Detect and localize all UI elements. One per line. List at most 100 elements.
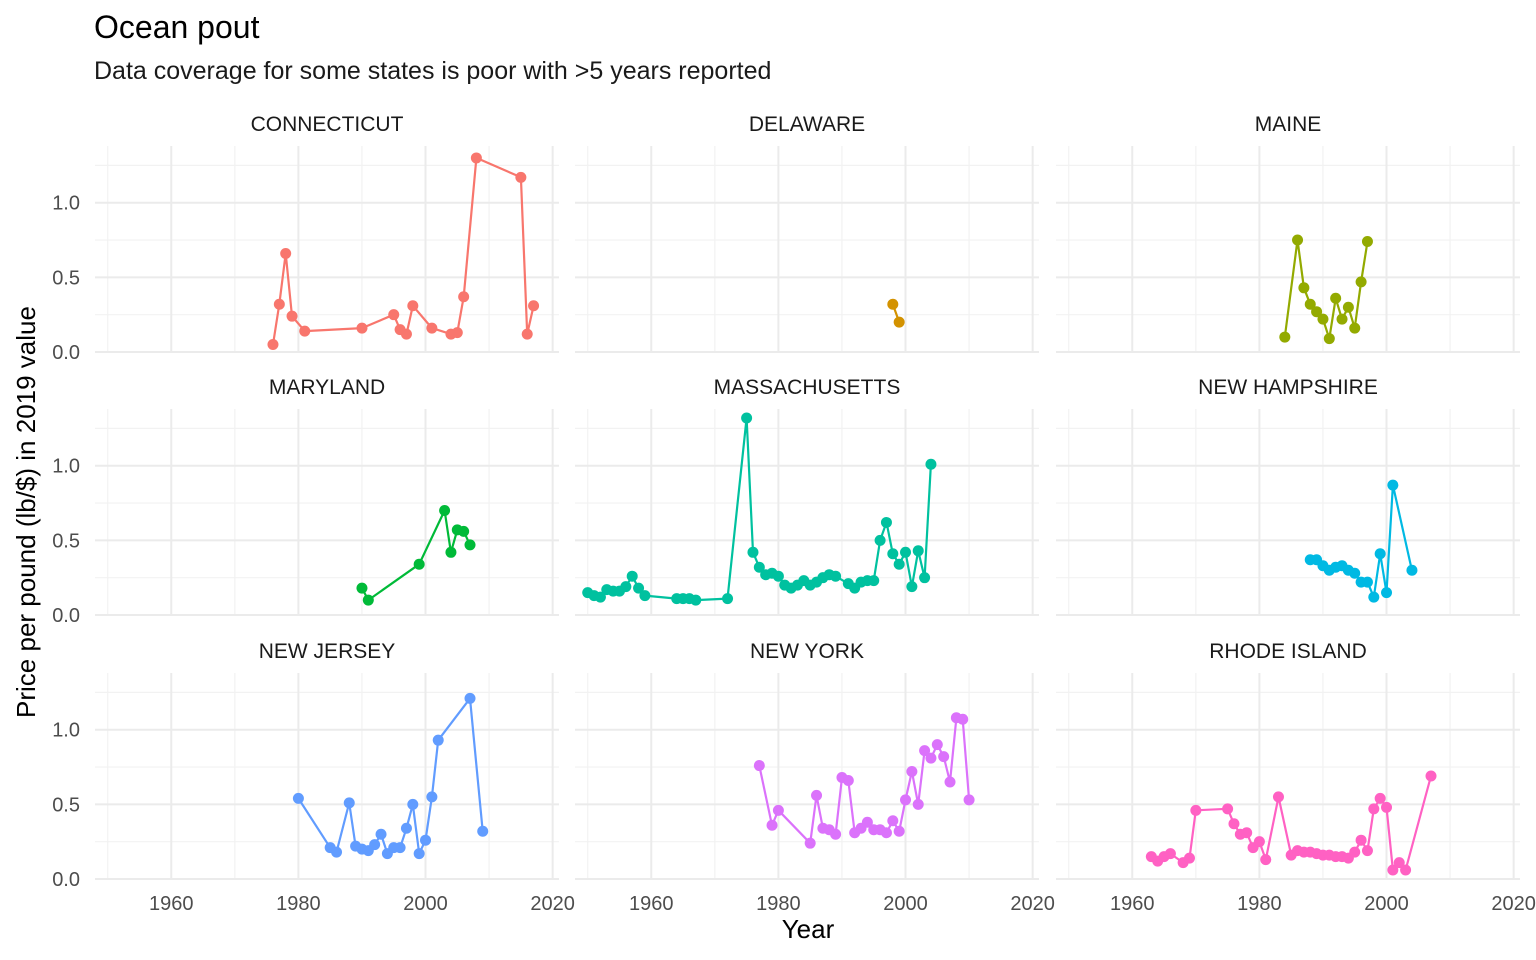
data-point (432, 734, 444, 746)
data-point (1349, 567, 1361, 579)
data-point (880, 516, 892, 528)
panel-massachusetts: MASSACHUSETTS (575, 376, 1039, 616)
x-tick-label: 1960 (149, 893, 194, 915)
data-point (286, 310, 298, 322)
data-point (470, 152, 482, 164)
data-point (912, 798, 924, 810)
data-point (1323, 333, 1335, 345)
data-point (931, 739, 943, 751)
data-point (811, 789, 823, 801)
data-point (1228, 818, 1240, 830)
data-point (1355, 276, 1367, 288)
panel-label: RHODE ISLAND (1209, 640, 1367, 663)
data-point (1222, 803, 1234, 815)
data-point (963, 794, 975, 806)
y-tick-label: 0.0 (52, 869, 80, 891)
data-point (331, 846, 343, 858)
data-point (919, 572, 931, 584)
data-point (880, 827, 892, 839)
data-point (830, 828, 842, 840)
x-tick-label: 2000 (403, 893, 448, 915)
data-point (1164, 848, 1176, 860)
facet-panels: CONNECTICUT 0.0 0.5 1.0 DELAWARE MAINE MARYLAN… (52, 113, 1536, 915)
series-line-connecticut (271, 156, 535, 345)
x-tick-label: 2020 (1010, 893, 1055, 915)
data-point (639, 590, 651, 602)
data-point (445, 546, 457, 558)
data-point (1336, 313, 1348, 325)
y-tick-label: 0.0 (52, 342, 80, 364)
data-point (1241, 827, 1253, 839)
panel-label: CONNECTICUT (251, 113, 404, 136)
data-point (594, 591, 606, 603)
data-point (477, 825, 489, 837)
data-point (343, 797, 355, 809)
data-point (887, 815, 899, 827)
data-point (1190, 804, 1202, 816)
x-tick-label: 1980 (1237, 893, 1282, 915)
data-point (426, 322, 438, 334)
data-point (1292, 234, 1304, 246)
data-point (620, 581, 632, 593)
data-point (766, 819, 778, 831)
data-point (893, 825, 905, 837)
data-point (413, 558, 425, 570)
data-point (1387, 479, 1399, 491)
panel-label: NEW YORK (750, 640, 864, 663)
panel-label: NEW HAMPSHIRE (1198, 376, 1378, 399)
data-point (944, 776, 956, 788)
data-point (1330, 292, 1342, 304)
series-line-new-jersey (297, 697, 484, 855)
series-line-massachusetts (587, 416, 932, 602)
data-point (912, 545, 924, 557)
data-point (1406, 564, 1418, 576)
data-point (1272, 791, 1284, 803)
data-point (772, 570, 784, 582)
data-point (1368, 591, 1380, 603)
panel-new-jersey: NEW JERSEY 0.0 0.5 1.0 1960 1980 2000 2020 (52, 640, 575, 915)
data-point (874, 534, 886, 546)
data-point (420, 834, 432, 846)
y-tick-label: 0.0 (52, 605, 80, 627)
y-tick-label: 1.0 (52, 456, 80, 478)
data-point (400, 822, 412, 834)
x-tick-label: 2020 (530, 893, 575, 915)
data-point (842, 774, 854, 786)
data-point (1361, 845, 1373, 857)
x-tick-label: 1980 (276, 893, 321, 915)
y-tick-label: 0.5 (52, 530, 80, 552)
x-tick-label: 1960 (629, 893, 674, 915)
data-point (394, 842, 406, 854)
data-point (887, 298, 899, 310)
data-point (906, 581, 918, 593)
data-point (407, 300, 419, 312)
data-point (464, 692, 476, 704)
panel-connecticut: CONNECTICUT 0.0 0.5 1.0 (52, 113, 559, 364)
data-point (267, 339, 279, 351)
data-point (868, 575, 880, 587)
x-tick-label: 1980 (756, 893, 801, 915)
data-point (900, 794, 912, 806)
data-point (362, 594, 374, 606)
data-point (633, 582, 645, 594)
data-point (515, 171, 527, 183)
data-point (413, 848, 425, 860)
x-axis-title: Year (782, 914, 835, 944)
data-point (753, 561, 765, 573)
data-point (369, 839, 381, 851)
data-point (1361, 576, 1373, 588)
data-point (1183, 852, 1195, 864)
data-point (356, 582, 368, 594)
data-point (1253, 836, 1265, 848)
panel-label: DELAWARE (749, 113, 865, 136)
panel-new-hampshire: NEW HAMPSHIRE (1056, 376, 1520, 616)
data-point (280, 247, 292, 259)
data-point (1311, 306, 1323, 318)
data-point (1349, 846, 1361, 858)
data-point (1349, 322, 1361, 334)
data-point (1298, 282, 1310, 294)
data-point (528, 300, 540, 312)
chart-subtitle: Data coverage for some states is poor wi… (94, 57, 771, 85)
data-point (626, 570, 638, 582)
